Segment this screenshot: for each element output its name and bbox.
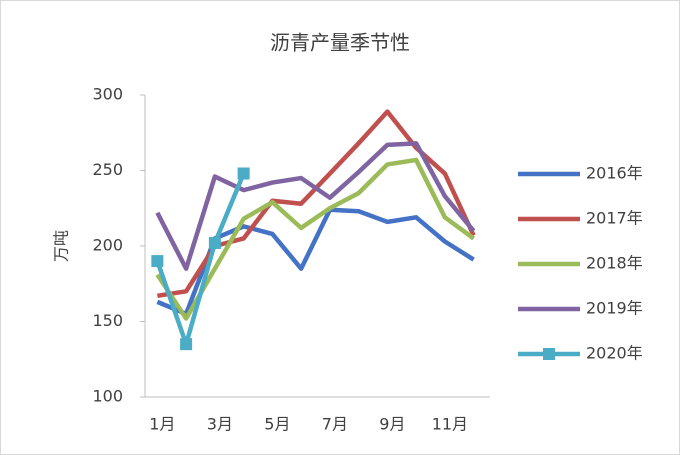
legend-label: 2016年 (586, 164, 643, 183)
legend-marker (543, 348, 555, 360)
legend-label: 2019年 (586, 299, 643, 318)
point-marker (151, 255, 164, 268)
point-marker (237, 167, 250, 180)
y-tick-label: 150 (92, 311, 123, 330)
x-tick-label: 9月 (379, 415, 405, 434)
y-tick-label: 250 (92, 160, 123, 179)
x-tick-label: 7月 (322, 415, 348, 434)
series-line (155, 172, 246, 347)
y-tick-label: 100 (92, 387, 123, 406)
series-line (155, 157, 475, 321)
x-tick-label: 11月 (432, 415, 468, 434)
series-line (155, 141, 476, 271)
y-axis-label: 万吨 (52, 230, 71, 262)
x-tick-label: 1月 (149, 415, 175, 434)
x-tick-label: 5月 (264, 415, 290, 434)
chart-title: 沥青产量季节性 (270, 31, 410, 55)
point-marker (208, 236, 221, 249)
y-tick-label: 200 (92, 236, 123, 255)
legend-label: 2017年 (586, 209, 643, 228)
x-tick-label: 3月 (207, 415, 233, 434)
point-marker (180, 338, 193, 351)
legend-label: 2020年 (586, 344, 643, 363)
y-tick-label: 300 (92, 85, 123, 104)
legend-label: 2018年 (586, 254, 643, 273)
